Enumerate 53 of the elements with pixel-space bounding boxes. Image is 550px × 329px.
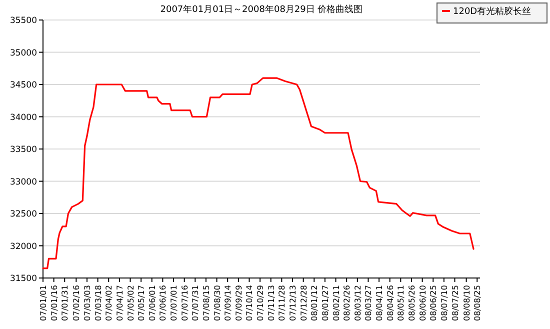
x-tick-label: 08/06/10 — [418, 285, 428, 321]
x-tick-label: 07/01/16 — [50, 285, 59, 321]
x-tick-label: 07/04/17 — [115, 285, 124, 321]
x-tick-label: 07/10/14 — [245, 285, 254, 321]
x-tick-label: 08/06/25 — [429, 285, 438, 321]
x-tick-label: 07/03/18 — [94, 285, 103, 321]
x-tick-label: 07/10/29 — [256, 285, 266, 321]
x-tick-label: 08/03/12 — [353, 285, 362, 321]
y-tick-label: 34500 — [10, 80, 37, 90]
y-tick-label: 32000 — [10, 242, 37, 252]
x-tick-label: 07/06/16 — [158, 285, 168, 321]
x-tick-label: 07/12/13 — [288, 285, 298, 321]
legend-label: 120D有光粘胶长丝 — [453, 6, 532, 17]
x-tick-label: 08/03/27 — [364, 285, 374, 321]
x-tick-label: 07/07/31 — [191, 285, 200, 321]
x-tick-label: 07/02/16 — [72, 285, 82, 321]
x-tick-label: 07/06/01 — [148, 285, 157, 321]
line-series — [42, 77, 474, 270]
y-tick-label: 33500 — [10, 145, 37, 155]
x-tick-label: 07/08/15 — [202, 285, 211, 321]
chart-title: 2007年01月01日～2008年08月29日 价格曲线图 — [160, 4, 363, 15]
x-tick-label: 08/08/25 — [473, 285, 482, 321]
x-tick-label: 07/04/02 — [104, 285, 114, 321]
y-tick-label: 32500 — [10, 210, 37, 220]
x-tick-label: 08/07/10 — [440, 285, 449, 321]
x-tick-label: 08/07/25 — [450, 285, 460, 321]
x-tick-label: 08/01/12 — [310, 285, 320, 321]
y-tick-label: 35000 — [10, 48, 37, 58]
x-tick-label: 07/03/03 — [82, 285, 92, 321]
x-tick-label: 08/02/11 — [332, 285, 341, 321]
x-tick-label: 07/08/30 — [212, 285, 222, 321]
x-tick-label: 08/04/26 — [386, 285, 395, 321]
x-tick-label: 07/11/13 — [266, 285, 276, 321]
x-tick-label: 07/05/17 — [137, 285, 146, 321]
x-tick-label: 07/12/28 — [299, 285, 308, 321]
x-tick-label: 07/09/14 — [224, 285, 233, 321]
x-tick-label: 07/07/01 — [170, 285, 179, 321]
x-tick-label: 07/11/28 — [278, 285, 287, 321]
y-tick-label: 34000 — [10, 112, 37, 123]
x-tick-label: 07/09/29 — [234, 285, 244, 321]
x-tick-label: 07/07/16 — [180, 285, 190, 321]
x-tick-label: 07/01/31 — [60, 285, 70, 321]
x-tick-label: 08/05/11 — [396, 285, 406, 321]
x-tick-label: 08/04/11 — [375, 285, 384, 321]
y-tick-label: 31500 — [10, 274, 37, 284]
x-tick-label: 08/02/26 — [342, 285, 352, 321]
x-tick-label: 07/05/02 — [126, 285, 136, 321]
x-tick-label: 08/01/27 — [320, 285, 330, 321]
x-tick-label: 08/08/10 — [462, 285, 472, 321]
y-tick-label: 33000 — [10, 177, 37, 188]
x-tick-label: 08/05/26 — [407, 285, 416, 321]
x-tick-label: 07/01/01 — [39, 285, 48, 321]
y-tick-label: 35500 — [10, 16, 37, 26]
